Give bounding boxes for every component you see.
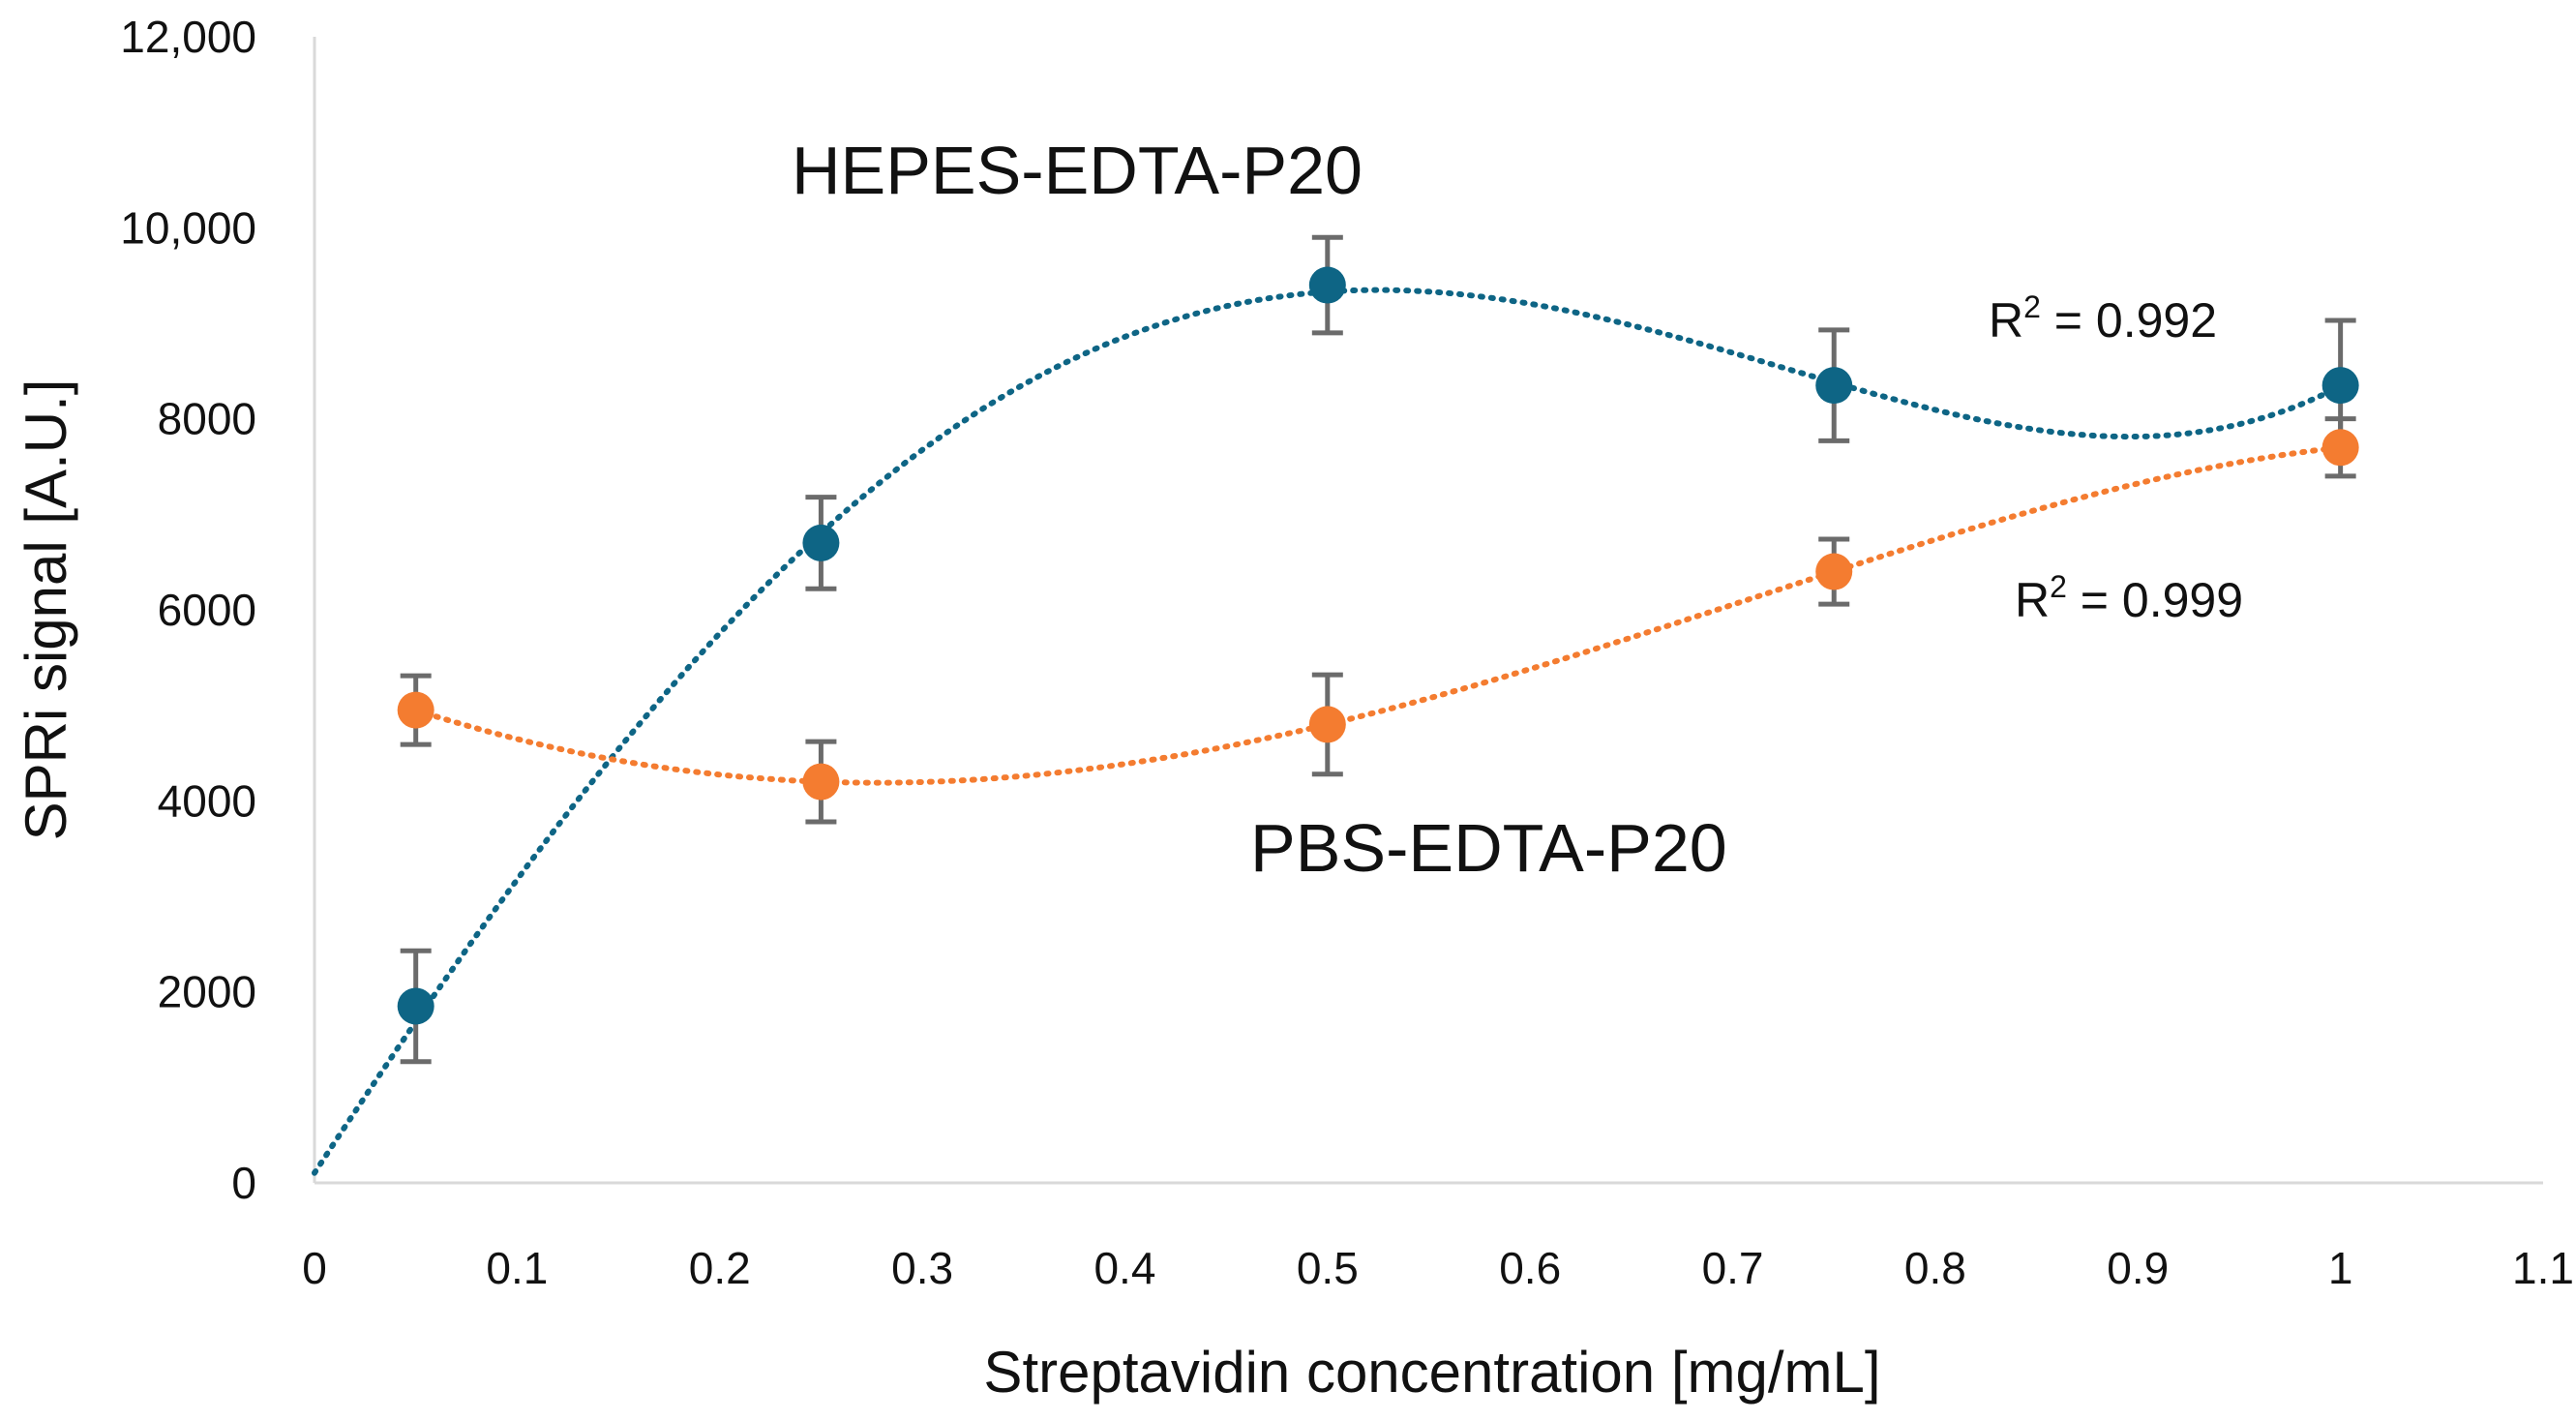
r-squared-value: = 0.992: [2041, 293, 2217, 348]
series-label-pbs: PBS-EDTA-P20: [1250, 810, 1727, 886]
data-point-hepes: [2321, 367, 2359, 405]
r-squared-r: R: [1989, 293, 2023, 348]
x-tick-label: 0.4: [1093, 1243, 1155, 1293]
x-tick-label: 0.5: [1297, 1243, 1359, 1293]
x-tick-label: 0.2: [689, 1243, 751, 1293]
error-bars: [400, 234, 2356, 1065]
x-tick-labels: 0 0.1 0.2 0.3 0.4 0.5 0.6 0.7 0.8 0.9 1 1.1: [302, 1243, 2574, 1293]
r-squared-label-pbs: R2 = 0.999: [2015, 569, 2243, 627]
data-point-hepes: [1815, 367, 1853, 405]
r-squared-superscript: 2: [2023, 289, 2041, 324]
trendline-pbs: [412, 444, 2344, 786]
y-tick-label: 0: [231, 1158, 256, 1208]
data-point-pbs: [2321, 429, 2359, 467]
x-tick-label: 0.1: [486, 1243, 548, 1293]
y-tick-label: 10,000: [120, 202, 256, 253]
r-squared-superscript: 2: [2050, 569, 2067, 604]
series-label-hepes: HEPES-EDTA-P20: [792, 133, 1363, 208]
x-tick-label: 0.7: [1702, 1243, 1764, 1293]
y-tick-label: 12,000: [120, 12, 256, 62]
x-tick-label: 0.3: [891, 1243, 953, 1293]
r-squared-label-hepes: R2 = 0.992: [1989, 289, 2217, 348]
data-point-hepes: [802, 524, 840, 561]
data-point-pbs: [802, 763, 840, 801]
y-tick-label: 6000: [158, 585, 256, 635]
data-point-pbs: [1308, 706, 1346, 743]
r-squared-value: = 0.999: [2067, 573, 2243, 627]
data-point-pbs: [1815, 553, 1853, 590]
x-tick-label: 1.1: [2512, 1243, 2574, 1293]
y-tick-labels: 0 2000 4000 6000 8000 10,000 12,000: [120, 12, 256, 1208]
y-tick-label: 2000: [158, 967, 256, 1017]
y-axis-title: SPRi signal [A.U.]: [14, 379, 78, 841]
x-tick-label: 0.9: [2107, 1243, 2169, 1293]
y-tick-label: 8000: [158, 394, 256, 444]
x-tick-label: 0.6: [1499, 1243, 1561, 1293]
data-point-hepes: [1308, 266, 1346, 304]
r-squared-r: R: [2015, 573, 2050, 627]
data-point-hepes: [397, 987, 434, 1025]
y-tick-label: 4000: [158, 775, 256, 826]
data-points: [397, 266, 2359, 1025]
trendlines: [312, 287, 2344, 1176]
x-axis-title: Streptavidin concentration [mg/mL]: [983, 1340, 1880, 1405]
data-point-pbs: [397, 691, 434, 729]
axes: [313, 37, 2543, 1185]
x-tick-label: 0.8: [1904, 1243, 1966, 1293]
x-tick-label: 0: [302, 1243, 327, 1293]
trendline-hepes: [312, 287, 2344, 1176]
x-tick-label: 1: [2328, 1243, 2353, 1293]
